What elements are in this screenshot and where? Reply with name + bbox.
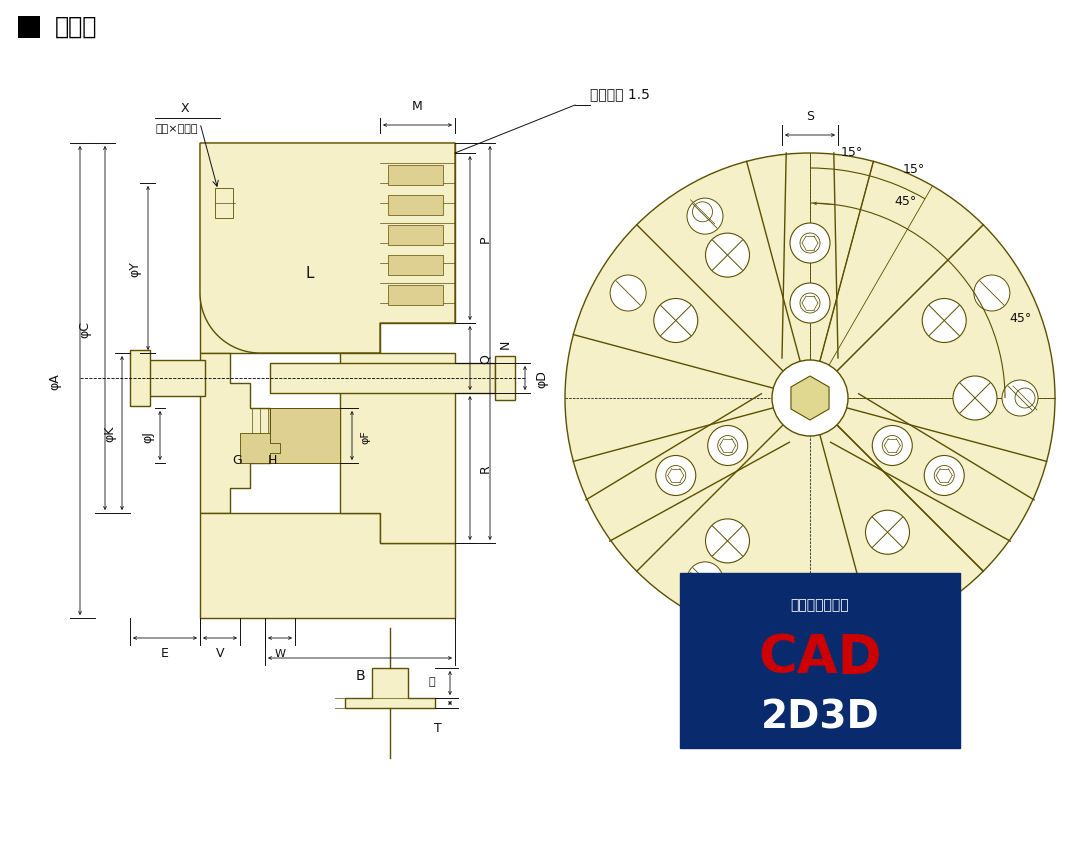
Circle shape [610,276,646,311]
Text: φY: φY [129,261,142,276]
Circle shape [706,519,749,563]
Circle shape [688,199,723,235]
Text: 工业自动化专家: 工业自动化专家 [790,598,850,612]
Text: P: P [479,235,492,242]
Circle shape [924,456,964,496]
Text: （径×深度）: （径×深度） [155,124,198,134]
Text: φC: φC [79,320,92,337]
Text: E: E [161,647,169,659]
Circle shape [1002,380,1038,416]
Circle shape [790,284,830,323]
Text: B: B [356,668,364,682]
Text: 15°: 15° [840,146,863,160]
Circle shape [1015,389,1035,409]
Circle shape [953,376,997,421]
Circle shape [922,299,966,343]
Text: W: W [275,648,285,659]
Polygon shape [495,357,515,401]
Circle shape [974,276,1010,311]
Text: φJ: φJ [142,431,155,443]
Circle shape [693,575,712,595]
Circle shape [800,293,820,314]
Text: H: H [268,454,278,467]
Text: 45°: 45° [1010,311,1031,325]
Bar [215,189,233,218]
Circle shape [790,223,830,264]
Circle shape [666,466,685,486]
Circle shape [772,361,848,437]
Text: N: N [498,339,511,348]
Text: φF: φF [360,430,370,444]
Circle shape [866,511,909,554]
Bar [680,573,960,748]
Circle shape [706,234,749,278]
Circle shape [688,562,723,598]
Circle shape [708,426,748,466]
Bar [388,286,443,305]
Circle shape [800,589,820,608]
Text: V: V [216,647,224,659]
Text: L: L [306,266,315,281]
Polygon shape [200,144,455,354]
Bar [388,165,443,186]
Circle shape [656,456,696,496]
Circle shape [800,234,820,253]
Text: φK: φK [104,426,117,442]
Text: X: X [181,102,189,115]
Polygon shape [200,514,455,618]
Bar [388,196,443,216]
Text: コ: コ [429,676,436,686]
Text: φD: φD [535,369,548,387]
Bar [270,363,495,393]
Text: R: R [479,464,492,473]
Circle shape [718,436,737,456]
Polygon shape [791,376,829,421]
Bar [388,226,443,246]
Text: S: S [806,109,814,122]
Circle shape [792,590,828,626]
Bar [388,256,443,276]
Polygon shape [200,354,270,514]
Text: 45°: 45° [894,194,917,207]
Polygon shape [345,668,435,708]
Bar [130,351,150,407]
Circle shape [565,154,1055,643]
Text: 外形图: 外形图 [55,15,97,39]
Circle shape [693,202,712,223]
Text: CAD: CAD [758,631,882,683]
Text: T: T [435,722,442,734]
Text: Q: Q [479,354,492,363]
Circle shape [882,436,903,456]
Bar [135,361,205,397]
Text: φA: φA [49,374,62,390]
Circle shape [654,299,697,343]
Text: G: G [232,454,242,467]
Polygon shape [341,354,455,543]
Circle shape [872,426,912,466]
Text: M: M [412,100,423,113]
Text: 15°: 15° [903,162,925,176]
Polygon shape [270,409,341,463]
Text: 锯齿节距 1.5: 锯齿节距 1.5 [590,87,650,101]
Polygon shape [240,433,280,463]
Bar [18,17,40,39]
Text: 2D3D: 2D3D [761,698,879,735]
Polygon shape [200,144,455,354]
Circle shape [934,466,955,486]
